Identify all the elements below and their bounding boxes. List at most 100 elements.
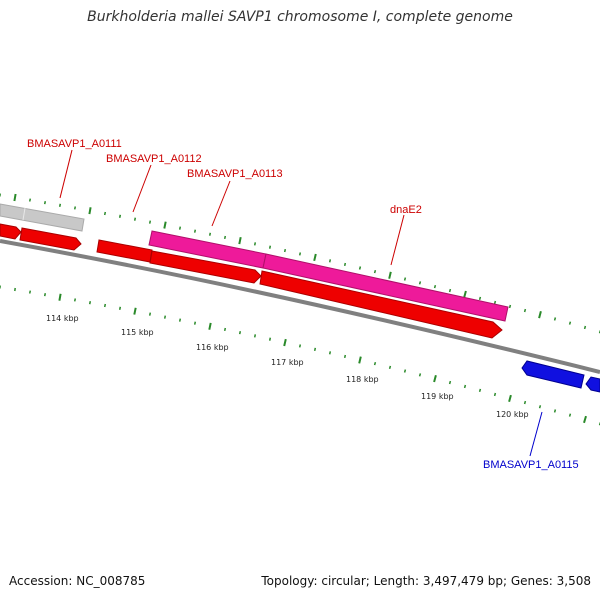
major-tick — [538, 311, 542, 319]
minor-tick — [583, 325, 587, 330]
minor-tick — [178, 226, 182, 230]
ruler-label-116: 116 kbp — [196, 343, 229, 352]
major-tick — [88, 207, 92, 215]
minor-tick — [103, 303, 107, 308]
leader-line-a0113 — [211, 180, 231, 227]
upper-tick-row — [0, 193, 600, 334]
gene-arrow-a0111[interactable] — [19, 227, 82, 251]
minor-tick — [223, 235, 227, 240]
minor-tick — [568, 413, 572, 417]
minor-tick — [103, 211, 107, 216]
major-tick — [58, 293, 62, 301]
minor-tick — [298, 344, 302, 348]
minor-tick — [298, 252, 302, 256]
minor-tick — [343, 354, 347, 359]
ruler-label-117: 117 kbp — [271, 358, 304, 367]
gene-arrow-dnae2[interactable] — [259, 270, 503, 339]
minor-tick — [193, 229, 197, 233]
minor-tick — [148, 312, 152, 316]
gene-arrow-a0116[interactable] — [585, 376, 600, 393]
minor-tick — [223, 327, 227, 332]
minor-tick — [373, 270, 377, 274]
rna-feature-2[interactable] — [262, 253, 509, 322]
minor-tick — [433, 285, 437, 289]
minor-tick — [58, 203, 62, 207]
minor-tick — [268, 245, 272, 249]
genome-backbone — [0, 239, 600, 374]
gene-label-dnae2[interactable]: dnaE2 — [390, 204, 422, 216]
major-tick — [283, 338, 287, 347]
minor-tick — [493, 392, 497, 397]
major-tick — [133, 307, 137, 315]
gene-label-a0115[interactable]: BMASAVP1_A0115 — [483, 459, 579, 471]
minor-tick — [268, 337, 272, 341]
gene-label-a0113[interactable]: BMASAVP1_A0113 — [187, 168, 283, 180]
minor-tick — [328, 259, 332, 263]
ruler-label-114: 114 kbp — [46, 314, 79, 323]
minor-tick — [448, 288, 452, 293]
minor-tick — [553, 317, 557, 321]
leader-line-a0112 — [132, 164, 152, 213]
minor-tick — [328, 351, 332, 355]
gene-arrow-a0110[interactable] — [0, 223, 22, 240]
minor-tick — [193, 321, 197, 325]
minor-tick — [178, 318, 182, 322]
gene-arrow-a0113[interactable] — [149, 250, 262, 284]
minor-tick — [463, 384, 467, 389]
minor-tick — [568, 321, 572, 325]
ruler-label-118: 118 kbp — [346, 375, 379, 384]
accession-text: Accession: NC_008785 — [9, 574, 146, 588]
major-tick — [433, 375, 437, 383]
gene-label-a0112[interactable]: BMASAVP1_A0112 — [106, 153, 202, 165]
minor-tick — [403, 277, 407, 281]
minor-tick — [418, 281, 422, 285]
major-tick — [313, 253, 317, 262]
minor-tick — [73, 298, 77, 302]
gene-label-a0111[interactable]: BMASAVP1_A0111 — [27, 138, 122, 150]
ruler-label-119: 119 kbp — [421, 392, 454, 401]
minor-tick — [253, 242, 257, 246]
minor-tick — [238, 331, 242, 335]
major-tick — [358, 356, 362, 364]
minor-tick — [358, 266, 362, 270]
minor-tick — [553, 409, 557, 413]
minor-tick — [88, 301, 92, 305]
minor-tick — [118, 306, 122, 310]
gene-arrow-a0115[interactable] — [521, 360, 585, 389]
leader-line-dnae2 — [390, 214, 405, 266]
genome-summary-text: Topology: circular; Length: 3,497,479 bp… — [261, 574, 591, 588]
minor-tick — [343, 262, 347, 267]
minor-tick — [118, 214, 122, 218]
minor-tick — [148, 220, 152, 224]
minor-tick — [28, 290, 32, 294]
minor-tick — [538, 405, 542, 409]
minor-tick — [448, 380, 452, 385]
lower-tick-row — [0, 285, 600, 426]
leader-line-a0115 — [529, 411, 543, 457]
minor-tick — [73, 206, 77, 210]
major-tick — [13, 193, 17, 202]
minor-tick — [478, 296, 482, 300]
minor-tick — [478, 388, 482, 392]
gene-arrow-a0112[interactable] — [96, 239, 153, 263]
minor-tick — [523, 308, 527, 313]
feature-divider — [22, 207, 26, 221]
minor-tick — [43, 293, 47, 297]
minor-tick — [388, 365, 392, 369]
minor-tick — [163, 315, 167, 319]
minor-tick — [523, 400, 527, 405]
minor-tick — [508, 304, 512, 309]
major-tick — [508, 394, 512, 403]
minor-tick — [133, 217, 137, 221]
minor-tick — [493, 300, 497, 305]
minor-tick — [253, 334, 257, 338]
feature-other[interactable] — [0, 203, 85, 232]
ruler-label-120: 120 kbp — [496, 410, 529, 419]
minor-tick — [283, 248, 287, 253]
minor-tick — [373, 362, 377, 366]
major-tick — [208, 322, 212, 330]
minor-tick — [403, 369, 407, 373]
minor-tick — [208, 232, 212, 236]
major-tick — [163, 221, 167, 229]
